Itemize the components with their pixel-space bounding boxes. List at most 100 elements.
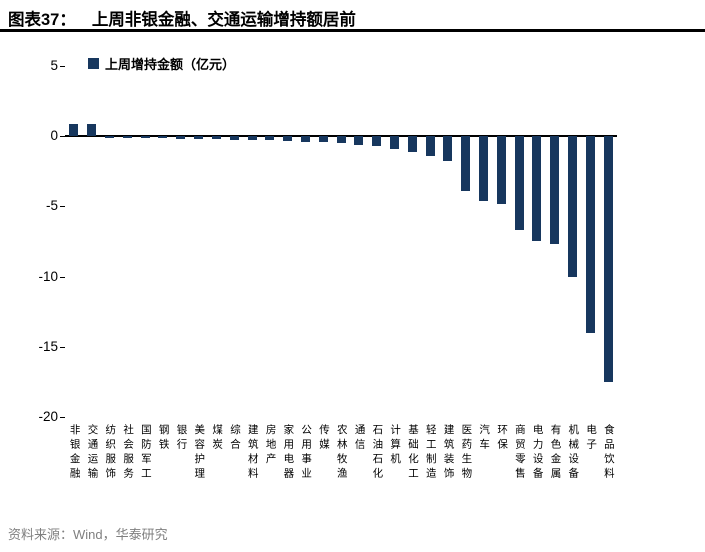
x-category-slot: 家用电器 (279, 424, 297, 500)
x-category-label: 有色金属 (549, 424, 562, 482)
figure-number: 图表37： (8, 11, 76, 29)
bar (372, 136, 382, 146)
x-category-slot: 综合 (225, 424, 243, 500)
x-axis: 非银金融 交通运输 纺织服饰 社会服务 国防军工 钢铁 银行 美容护理 煤炭 综合 建筑材料 房地产家… (65, 424, 617, 502)
x-category-slot: 汽车 (475, 424, 493, 500)
x-category-slot: 通信 (350, 424, 368, 500)
x-category-slot: 钢铁 (154, 424, 172, 500)
x-category-slot: 国防军工 (136, 424, 154, 500)
bar (247, 136, 257, 141)
x-category-label: 纺织服饰 (104, 424, 117, 482)
bar (122, 136, 132, 138)
bar (568, 136, 577, 277)
bar (87, 123, 97, 137)
x-category-label: 建筑材料 (246, 424, 259, 482)
x-category-slot: 社会服务 (118, 424, 136, 500)
bar (265, 136, 275, 141)
x-category-label: 建筑装饰 (442, 424, 455, 482)
bar (585, 136, 595, 333)
x-category-slot: 煤炭 (208, 424, 226, 500)
x-category-slot: 传媒 (314, 424, 332, 500)
y-tick-mark (60, 346, 65, 348)
x-category-slot: 建筑材料 (243, 424, 261, 500)
chart-legend: 上周增持金额（亿元） (88, 54, 235, 73)
bar (229, 136, 239, 140)
x-category-slot: 机械设备 (564, 424, 582, 500)
x-category-label: 食品饮料 (602, 424, 615, 482)
x-category-slot: 非银金融 (65, 424, 83, 500)
y-tick-label: 0 (50, 128, 58, 144)
x-category-slot: 电力设备 (528, 424, 546, 500)
x-category-slot: 建筑装饰 (439, 424, 457, 500)
y-tick-mark (60, 66, 65, 67)
legend-swatch (88, 58, 99, 69)
legend-label: 上周增持金额（亿元） (105, 57, 236, 72)
y-tick-mark (60, 417, 65, 418)
x-category-slot: 美容护理 (190, 424, 208, 500)
x-category-label: 医药生物 (460, 424, 473, 482)
x-category-label: 公用事业 (300, 424, 313, 482)
bar (407, 136, 417, 152)
plot-area (60, 66, 617, 418)
x-category-label: 电力设备 (531, 424, 544, 482)
bar (194, 136, 203, 139)
bar (176, 136, 186, 139)
x-category-label: 商贸零售 (513, 424, 526, 482)
x-category-label: 美容护理 (193, 424, 206, 482)
x-category-label: 石油石化 (371, 424, 384, 482)
bar (158, 136, 168, 139)
x-category-label: 煤炭 (211, 424, 224, 453)
x-category-slot: 电子 (581, 424, 599, 500)
bar (532, 136, 542, 242)
x-category-slot: 银行 (172, 424, 190, 500)
x-category-label: 机械设备 (567, 424, 580, 482)
x-category-label: 综合 (228, 424, 241, 453)
title-divider (0, 29, 705, 32)
y-tick-label: -5 (45, 198, 58, 214)
x-category-slot: 计算机 (386, 424, 404, 500)
x-category-label: 基础化工 (406, 424, 419, 482)
x-category-label: 轻工制造 (424, 424, 437, 482)
y-axis: 5 0 -5 -10 -15 -20 (12, 58, 58, 424)
x-category-label: 环保 (496, 424, 509, 453)
x-category-slot: 公用事业 (297, 424, 315, 500)
x-category-slot: 环保 (492, 424, 510, 500)
x-category-label: 交通运输 (86, 424, 99, 482)
bar (443, 136, 453, 162)
y-tick-mark (60, 276, 65, 278)
bar (496, 136, 506, 204)
x-category-slot: 交通运输 (83, 424, 101, 500)
x-category-label: 家用电器 (282, 424, 295, 482)
bar (336, 136, 346, 144)
x-category-label: 银行 (175, 424, 188, 453)
x-category-label: 钢铁 (157, 424, 170, 453)
figure-title-text: 上周非银金融、交通运输增持额居前 (91, 11, 356, 29)
bar (211, 136, 221, 139)
x-category-label: 农林牧渔 (335, 424, 348, 482)
y-tick-label: -15 (38, 338, 58, 354)
figure-title: 图表37： 上周非银金融、交通运输增持额居前 (8, 6, 356, 30)
y-tick-mark (60, 136, 65, 138)
x-category-slot: 石油石化 (368, 424, 386, 500)
x-category-slot: 基础化工 (403, 424, 421, 500)
bar (318, 136, 328, 143)
x-category-slot: 纺织服饰 (101, 424, 119, 500)
bar (514, 136, 524, 231)
x-category-slot: 房地产 (261, 424, 279, 500)
x-category-label: 国防军工 (139, 424, 152, 482)
bar (69, 123, 79, 137)
source-note: 资料来源：Wind，华泰研究 (8, 527, 168, 542)
bar (354, 136, 364, 145)
bar (300, 136, 310, 142)
y-tick-mark (60, 206, 65, 208)
x-category-slot: 农林牧渔 (332, 424, 350, 500)
bar (603, 136, 613, 382)
x-category-slot: 商贸零售 (510, 424, 528, 500)
x-category-label: 汽车 (478, 424, 491, 453)
y-tick-label: -10 (38, 268, 58, 284)
bar (105, 136, 114, 138)
x-category-slot: 轻工制造 (421, 424, 439, 500)
x-category-label: 计算机 (389, 424, 402, 468)
y-tick-label: 5 (50, 58, 58, 73)
